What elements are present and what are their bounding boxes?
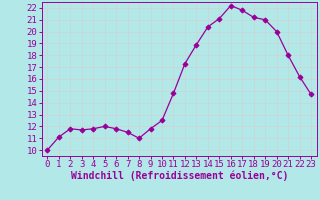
X-axis label: Windchill (Refroidissement éolien,°C): Windchill (Refroidissement éolien,°C)	[70, 171, 288, 181]
